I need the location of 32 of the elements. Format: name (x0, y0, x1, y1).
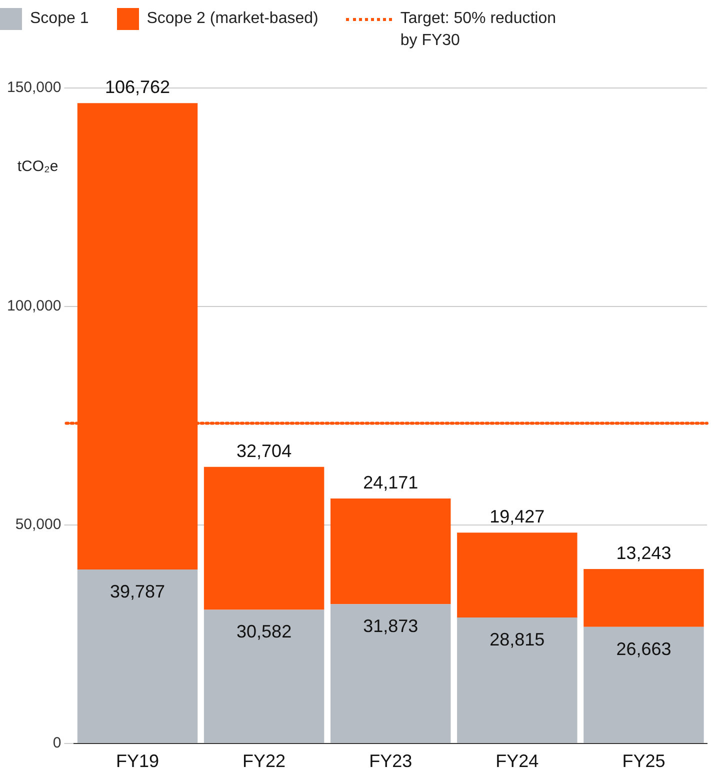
y-tick-label: 50,000 (15, 516, 62, 534)
bar (204, 466, 324, 610)
data-label: 30,582 (236, 622, 292, 642)
legend-label: Scope 1 (30, 9, 89, 29)
data-label: 106,762 (104, 77, 170, 98)
data-label: 31,873 (363, 616, 418, 636)
x-tick-label: FY25 (622, 751, 666, 772)
y-axis-title: tCO₂e (17, 158, 58, 175)
bar (457, 617, 578, 743)
x-tick-label: FY22 (242, 751, 286, 772)
bar (584, 569, 704, 627)
bar (77, 570, 198, 743)
bar (584, 626, 704, 743)
x-tick-label: FY24 (496, 751, 539, 772)
x-tick-label: FY19 (116, 751, 160, 772)
data-label: 26,663 (616, 638, 672, 659)
bar (330, 604, 451, 743)
data-label: 32,704 (236, 440, 292, 461)
data-label: 13,243 (616, 543, 672, 564)
y-tick-label: 150,000 (6, 79, 62, 96)
bar (330, 498, 451, 604)
y-tick-label: 100,000 (6, 298, 62, 315)
data-label: 19,427 (490, 506, 545, 527)
bar (204, 610, 324, 743)
bar (457, 532, 578, 618)
legend-label: Scope 2 (market-based) (146, 9, 318, 29)
y-tick-label: 0 (52, 734, 62, 752)
data-label: 39,787 (110, 582, 166, 602)
data-label: 28,815 (490, 629, 545, 650)
x-tick-label: FY23 (369, 751, 412, 772)
text: Target: 50% reduction by FY30 (400, 9, 558, 51)
data-label: 24,171 (363, 472, 418, 492)
